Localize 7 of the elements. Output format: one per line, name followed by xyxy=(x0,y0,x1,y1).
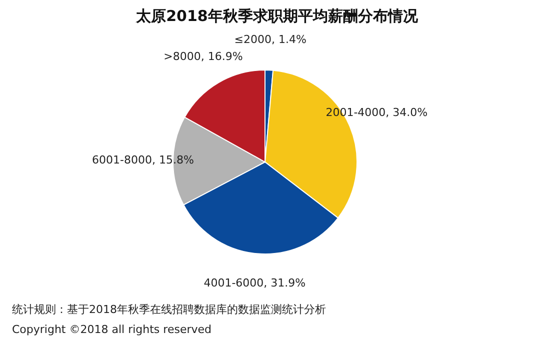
slice-label: >8000, 16.9% xyxy=(164,50,243,63)
chart-title: 太原2018年秋季求职期平均薪酬分布情况 xyxy=(135,7,419,25)
slice-label: ≤2000, 1.4% xyxy=(234,33,306,46)
text: 统计规则：基于2018年秋季在线招聘数据库的数据监测统计分析 xyxy=(12,303,326,316)
slice-label: 4001-6000, 31.9% xyxy=(204,276,306,290)
text: Copyright ©2018 all rights reserved xyxy=(12,323,212,336)
slice-label: 6001-8000, 15.8% xyxy=(92,153,194,166)
